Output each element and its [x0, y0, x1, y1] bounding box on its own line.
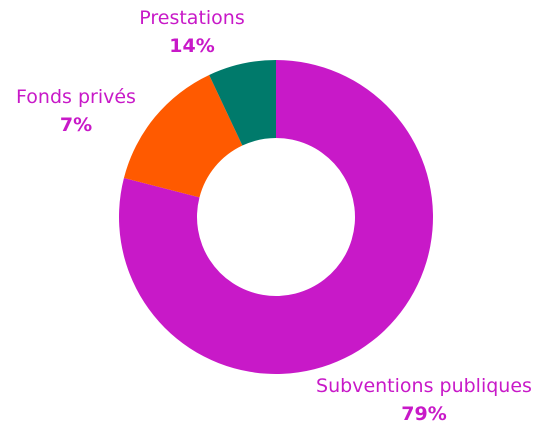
donut-slice-3	[209, 60, 276, 146]
donut-slice-1	[119, 60, 433, 374]
slice-value-2: 14%	[169, 35, 214, 57]
slice-label-3: Fonds privés	[16, 86, 136, 108]
donut-slice-2	[123, 74, 243, 198]
slice-label-1: Subventions publiques	[316, 375, 532, 397]
slice-labels: Subventions publiques 79% Prestations 14% Fo…	[16, 7, 532, 425]
donut-slices	[119, 60, 433, 374]
slice-value-1: 79%	[401, 403, 446, 425]
slice-value-3: 7%	[60, 114, 92, 136]
slice-label-2: Prestations	[139, 7, 245, 29]
